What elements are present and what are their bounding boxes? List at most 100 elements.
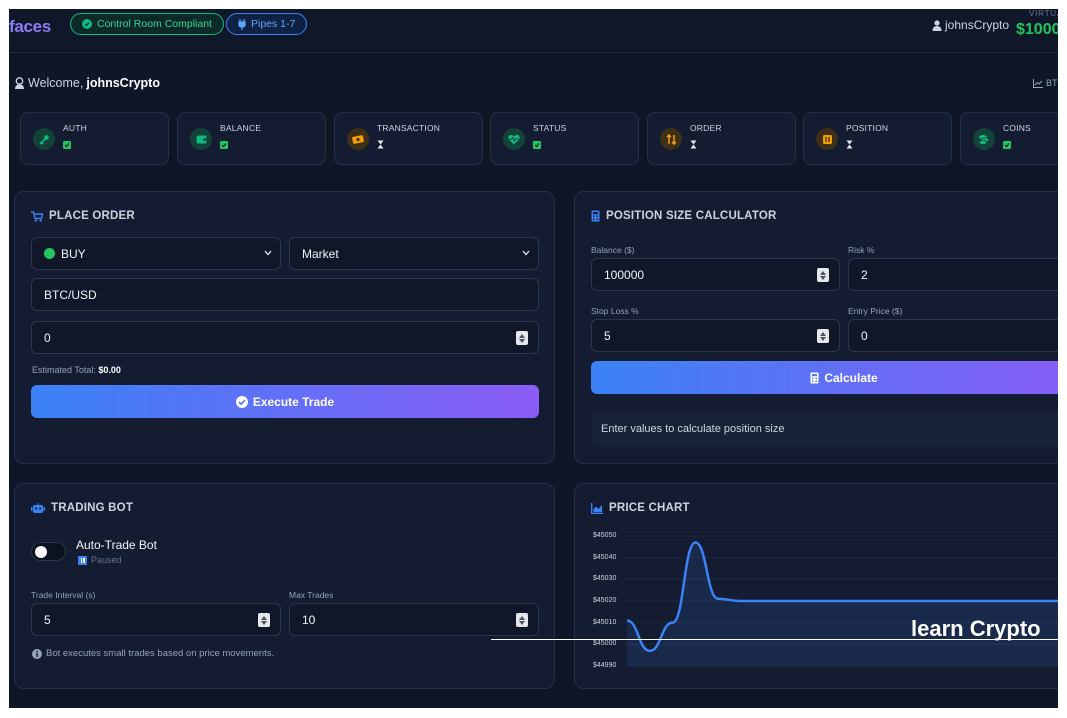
execute-trade-label: Execute Trade: [252, 394, 335, 409]
calculate-button[interactable]: Calculate: [591, 361, 1058, 394]
trade-interval-label: Trade Interval (s): [31, 590, 96, 600]
estimated-total-value: $0.00: [98, 365, 121, 375]
btc-chart-link[interactable]: BT: [1033, 78, 1058, 88]
status-card-label: COINS: [1003, 123, 1031, 133]
wallet-icon: [190, 128, 212, 150]
compliance-badge: Control Room Compliant: [70, 13, 224, 35]
y-tick-label: $45040: [593, 553, 617, 561]
status-card-label: ORDER: [690, 123, 722, 133]
status-check-icon: [1003, 140, 1011, 150]
amount-input[interactable]: 0: [31, 321, 539, 354]
y-tick-label: $45050: [593, 532, 617, 539]
user-name: johnsCrypto: [945, 18, 1010, 32]
calculator-icon: [591, 210, 600, 222]
welcome-message: Welcome, johnsCrypto: [14, 76, 160, 90]
overlay-underline: [491, 639, 1058, 640]
trading-bot-panel: TRADING BOT Auto-Trade Bot Paused Trade …: [14, 483, 555, 689]
status-card-auth: AUTH: [20, 112, 169, 165]
y-tick-label: $44990: [593, 662, 617, 669]
balance-input-value: 100000: [604, 267, 645, 282]
entry-price-label: Entry Price ($): [848, 306, 903, 316]
status-card-balance: BALANCE: [177, 112, 326, 165]
calculate-button-label: Calculate: [824, 370, 878, 385]
check-circle-icon: [235, 395, 248, 408]
status-check-icon: [63, 140, 71, 150]
stop-loss-input[interactable]: 5: [591, 319, 840, 352]
status-check-icon: [533, 140, 541, 150]
price-line: [626, 541, 1058, 653]
order-type-select[interactable]: Market: [289, 237, 539, 270]
position-icon: [816, 128, 838, 150]
risk-label: Risk %: [848, 245, 875, 255]
trade-interval-input[interactable]: 5: [31, 603, 281, 636]
key-icon: [33, 128, 55, 150]
auto-trade-toggle[interactable]: [31, 542, 66, 561]
heartbeat-icon: [503, 128, 525, 150]
hourglass-icon: [690, 140, 697, 151]
check-circle-icon: [82, 19, 92, 29]
stop-loss-label: Stop Loss %: [591, 306, 639, 316]
price-chart: [623, 535, 1058, 667]
calculator-title: POSITION SIZE CALCULATOR: [591, 210, 777, 222]
number-spinner[interactable]: [817, 329, 829, 343]
top-bar: faces Control Room Compliant Pipes 1-7 j…: [9, 9, 1058, 53]
trading-app: faces Control Room Compliant Pipes 1-7 j…: [9, 9, 1058, 708]
hourglass-icon: [846, 140, 853, 151]
money-bill-icon: [347, 128, 369, 150]
place-order-title: PLACE ORDER: [31, 210, 135, 222]
place-order-title-label: PLACE ORDER: [49, 210, 135, 222]
y-tick-label: $45030: [593, 575, 617, 583]
user-menu[interactable]: johnsCrypto: [932, 18, 1009, 32]
welcome-username: johnsCrypto: [86, 76, 160, 90]
bot-note: Bot executes small trades based on price…: [32, 648, 274, 659]
pause-icon: [78, 555, 87, 565]
number-spinner[interactable]: [516, 613, 528, 627]
chevron-down-icon: [264, 250, 272, 256]
hourglass-icon: [377, 140, 384, 151]
max-trades-value: 10: [302, 612, 316, 627]
price-area: [627, 542, 1058, 666]
chart-area-icon: [591, 502, 603, 514]
status-card-label: TRANSACTION: [377, 123, 441, 133]
calculator-icon: [810, 372, 819, 383]
bot-status: Paused: [78, 555, 122, 565]
number-spinner[interactable]: [817, 268, 829, 282]
coins-icon: [973, 128, 995, 150]
pair-input[interactable]: BTC/USD: [31, 278, 539, 311]
position-calculator-panel: POSITION SIZE CALCULATOR Balance ($) 100…: [574, 191, 1058, 464]
balance-input[interactable]: 100000: [591, 258, 840, 291]
status-card-coins: COINS: [960, 112, 1058, 165]
status-check-icon: [220, 140, 228, 150]
trading-bot-title-label: TRADING BOT: [51, 502, 134, 514]
number-spinner[interactable]: [516, 331, 528, 345]
y-tick-label: $45020: [593, 597, 617, 604]
chart-line-icon: [1033, 78, 1043, 88]
estimated-total-label: Estimated Total:: [32, 365, 96, 375]
status-card-position: POSITION: [803, 112, 952, 165]
side-select[interactable]: BUY: [31, 237, 281, 270]
risk-input-value: 2: [861, 267, 868, 282]
status-card-label: BALANCE: [220, 123, 262, 133]
calculator-result: Enter values to calculate position size: [591, 411, 1058, 447]
order-type-value: Market: [302, 246, 339, 261]
side-select-value: BUY: [61, 246, 86, 261]
execute-trade-button[interactable]: Execute Trade: [31, 385, 539, 418]
trading-bot-title: TRADING BOT: [31, 502, 133, 514]
max-trades-input[interactable]: 10: [289, 603, 539, 636]
status-card-label: AUTH: [63, 123, 87, 133]
y-tick-label: $45000: [593, 640, 617, 648]
place-order-panel: PLACE ORDER BUY Market BTC/USD 0 Estimat…: [14, 191, 555, 464]
compliance-badge-label: Control Room Compliant: [97, 18, 212, 30]
price-chart-title: PRICE CHART: [591, 502, 690, 514]
estimated-total: Estimated Total: $0.00: [32, 365, 121, 375]
status-card-label: STATUS: [533, 123, 567, 133]
btc-chart-link-label: BT: [1046, 78, 1058, 88]
risk-input[interactable]: 2: [848, 258, 1058, 291]
entry-price-input[interactable]: 0: [848, 319, 1058, 352]
brand-logo[interactable]: faces: [9, 17, 51, 36]
number-spinner[interactable]: [258, 613, 270, 627]
trade-interval-value: 5: [44, 612, 51, 627]
robot-icon: [31, 502, 45, 513]
price-chart-title-label: PRICE CHART: [609, 502, 690, 514]
status-card-label: POSITION: [846, 123, 889, 133]
